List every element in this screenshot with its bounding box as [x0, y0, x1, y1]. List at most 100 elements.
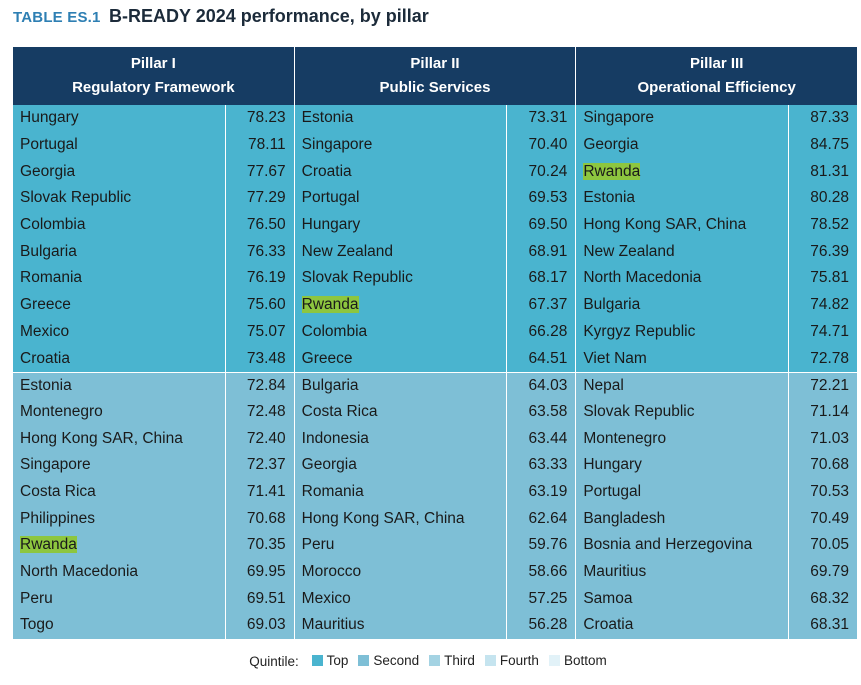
country-name: Slovak Republic: [20, 189, 132, 207]
country-name: Slovak Republic: [301, 269, 413, 287]
table-row: Slovak Republic 77.29: [13, 185, 294, 212]
country-name: Portugal: [20, 136, 78, 154]
highlighted-country-name: Rwanda: [583, 162, 641, 180]
country-name: Bulgaria: [301, 376, 359, 394]
country-cell: Rwanda: [576, 162, 788, 181]
table-row: Bulgaria 76.33: [13, 238, 294, 266]
country-name: Hong Kong SAR, China: [20, 429, 183, 447]
table-row: New Zealand 68.91: [294, 238, 576, 266]
table-row: Portugal 78.11: [13, 131, 294, 159]
table-row: Rwanda 67.37: [294, 291, 576, 319]
country-name: North Macedonia: [20, 563, 139, 581]
country-cell: New Zealand: [576, 243, 788, 261]
table-row: Croatia 68.31: [576, 612, 858, 639]
table-row: New Zealand 76.39: [576, 238, 858, 266]
country-cell: Philippines: [13, 510, 225, 528]
country-name: Mexico: [20, 322, 70, 340]
table-row: Mauritius 69.79: [576, 558, 858, 586]
country-name: Georgia: [301, 456, 357, 474]
score-cell: 69.51: [224, 585, 294, 613]
score-cell: 73.48: [224, 345, 294, 372]
country-cell: Bulgaria: [576, 296, 788, 314]
country-cell: Peru: [13, 590, 225, 608]
country-name: Costa Rica: [20, 482, 96, 500]
score-cell: 63.44: [506, 425, 575, 452]
pillar-3-label: Pillar III: [690, 55, 744, 72]
score-cell: 77.29: [224, 185, 294, 212]
country-name: Mauritius: [583, 563, 647, 581]
country-name: Indonesia: [301, 429, 369, 447]
country-cell: New Zealand: [295, 243, 507, 261]
table-row: Hong Kong SAR, China 62.64: [294, 505, 576, 532]
country-name: Hong Kong SAR, China: [583, 216, 747, 234]
score-cell: 69.03: [224, 612, 294, 639]
score-cell: 72.84: [224, 372, 294, 399]
score-cell: 78.11: [224, 131, 294, 159]
table-row: Greece 75.60: [13, 291, 294, 319]
table-row: Estonia 72.84: [13, 371, 294, 399]
country-cell: North Macedonia: [13, 563, 225, 581]
pillar-2-label: Pillar II: [410, 55, 460, 72]
table-row: Portugal 69.53: [294, 185, 576, 212]
country-cell: Georgia: [13, 163, 225, 181]
table-row: North Macedonia 75.81: [576, 265, 858, 292]
country-cell: Slovak Republic: [13, 189, 225, 207]
country-name: Morocco: [301, 563, 362, 581]
quintile-legend: Quintile: Top Second Third Fourth Bottom: [0, 653, 861, 669]
country-name: Philippines: [20, 509, 95, 527]
table-title: TABLE ES.1 B-READY 2024 performance, by …: [13, 6, 429, 30]
score-cell: 76.19: [224, 265, 294, 292]
country-cell: Croatia: [295, 163, 507, 181]
pillar-3-name: Operational Efficiency: [637, 79, 796, 96]
score-cell: 81.31: [788, 158, 857, 186]
score-cell: 63.33: [506, 451, 575, 479]
country-name: Singapore: [583, 109, 655, 127]
score-cell: 68.17: [506, 265, 575, 292]
country-name: Bosnia and Herzegovina: [583, 536, 753, 554]
table-row: Hong Kong SAR, China 72.40: [13, 425, 294, 452]
table-row: Rwanda 70.35: [13, 532, 294, 559]
score-cell: 71.14: [788, 398, 857, 426]
country-name: Georgia: [583, 136, 639, 154]
table-row: Philippines 70.68: [13, 505, 294, 532]
country-cell: Singapore: [576, 109, 788, 127]
country-name: North Macedonia: [583, 269, 702, 287]
table-row: Hong Kong SAR, China 78.52: [576, 211, 858, 239]
table-row: Rwanda 81.31: [576, 158, 858, 186]
table-row: Nepal 72.21: [576, 371, 858, 399]
score-cell: 62.64: [506, 505, 575, 532]
score-cell: 69.95: [224, 558, 294, 586]
pillar-1-column: Hungary 78.23 Portugal 78.11 Georgia 77.67 Slo…: [13, 105, 294, 639]
legend-item-label: Second: [373, 653, 420, 668]
table-row: Montenegro 72.48: [13, 398, 294, 426]
table-row: Costa Rica 71.41: [13, 478, 294, 506]
table-row: Costa Rica 63.58: [294, 398, 576, 426]
country-name: Singapore: [20, 456, 91, 474]
country-name: Portugal: [583, 482, 642, 500]
legend-items: Top Second Third Fourth Bottom: [307, 653, 612, 669]
country-name: Romania: [20, 269, 83, 287]
country-cell: Mexico: [13, 323, 225, 341]
table-row: Slovak Republic 71.14: [576, 398, 858, 426]
score-cell: 57.25: [506, 585, 575, 613]
country-cell: Rwanda: [295, 296, 507, 314]
score-cell: 72.40: [224, 425, 294, 452]
score-cell: 68.31: [788, 612, 857, 639]
score-cell: 78.52: [788, 211, 857, 239]
country-name: Bulgaria: [583, 296, 641, 314]
table-row: Bangladesh 70.49: [576, 505, 858, 532]
score-cell: 69.50: [506, 211, 575, 239]
country-cell: Estonia: [295, 109, 507, 127]
country-cell: Estonia: [576, 189, 788, 207]
country-name: Estonia: [20, 376, 72, 394]
country-name: Hungary: [301, 216, 361, 234]
country-cell: Hong Kong SAR, China: [13, 430, 225, 448]
score-cell: 75.60: [224, 291, 294, 319]
table-row: Slovak Republic 68.17: [294, 265, 576, 292]
table-row: Georgia 63.33: [294, 451, 576, 479]
table-row: Samoa 68.32: [576, 585, 858, 613]
score-cell: 59.76: [506, 532, 575, 559]
country-cell: Hong Kong SAR, China: [576, 216, 788, 234]
score-cell: 71.41: [224, 478, 294, 506]
table-row: Bulgaria 74.82: [576, 291, 858, 319]
